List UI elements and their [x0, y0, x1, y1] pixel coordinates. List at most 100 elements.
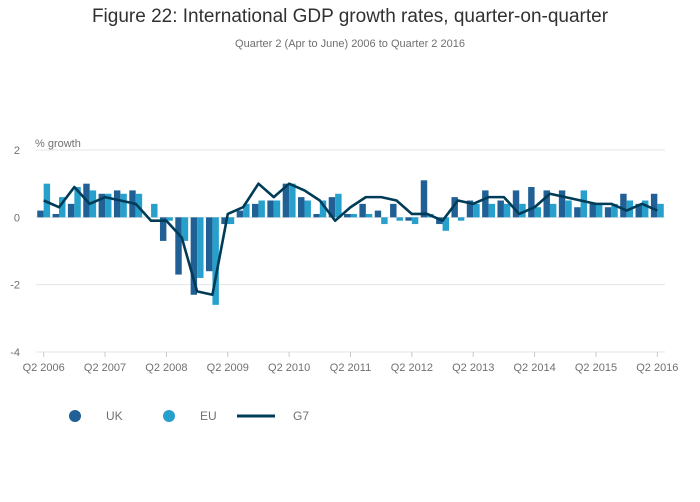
x-tick-label: Q2 2009 [207, 362, 249, 374]
bar-uk [650, 193, 658, 218]
bar-uk [37, 210, 44, 218]
bar-uk [589, 203, 596, 218]
y-tick-label: 0 [14, 212, 20, 224]
y-tick-label: -4 [10, 347, 20, 359]
bar-eu [641, 200, 649, 218]
bar-eu [243, 203, 250, 218]
bar-eu [273, 200, 281, 218]
y-tick-label: 2 [14, 145, 20, 157]
bar-uk [328, 197, 336, 218]
chart-subtitle: Quarter 2 (Apr to June) 2006 to Quarter … [235, 38, 465, 50]
bar-eu [105, 193, 112, 218]
x-tick-label: Q2 2014 [513, 362, 555, 374]
bar-uk [175, 217, 182, 275]
bar-uk [267, 200, 274, 218]
bar-eu [166, 217, 173, 221]
bars [37, 180, 664, 305]
legend-item-uk[interactable]: UK [69, 409, 123, 423]
bar-eu [258, 200, 265, 218]
bar-uk [221, 217, 228, 225]
bar-eu [473, 203, 480, 218]
bar-uk [420, 180, 428, 218]
legend-eu-marker [163, 410, 175, 422]
bar-uk [374, 210, 382, 218]
bar-uk [466, 200, 474, 218]
x-tick-label: Q2 2010 [268, 362, 310, 374]
bar-eu [595, 203, 603, 218]
y-axis-label: % growth [35, 138, 81, 150]
bar-uk [574, 207, 581, 218]
bar-eu [442, 217, 449, 231]
legend-uk-label: UK [106, 409, 123, 423]
bar-eu [503, 203, 511, 218]
bar-eu [74, 187, 81, 218]
bar-eu [565, 200, 572, 218]
bar-eu [381, 217, 388, 225]
bar-uk [635, 203, 642, 218]
bar-eu [396, 217, 403, 221]
chart-title: Figure 22: International GDP growth rate… [91, 6, 609, 27]
bar-eu [335, 193, 342, 218]
bar-eu [365, 213, 373, 218]
bar-uk [390, 203, 397, 218]
bar-uk [604, 207, 612, 218]
x-tick-label: Q2 2015 [575, 362, 617, 374]
bar-eu [120, 193, 127, 218]
bar-uk [205, 217, 213, 272]
bar-eu [611, 203, 618, 218]
bar-eu [319, 200, 327, 218]
grid-lines [36, 149, 665, 353]
bar-uk [497, 200, 504, 218]
bar-eu [59, 197, 66, 218]
x-tick-label: Q2 2013 [452, 362, 494, 374]
bar-uk [528, 187, 535, 218]
x-tick-label: Q2 2006 [23, 362, 65, 374]
bar-uk [298, 197, 305, 218]
x-tick-label: Q2 2016 [636, 362, 678, 374]
g7-line [43, 182, 658, 297]
legend-uk-marker [69, 410, 81, 422]
bar-uk [359, 203, 366, 218]
legend-item-eu[interactable]: EU [163, 409, 217, 423]
bar-uk [282, 183, 290, 218]
bar-uk [313, 213, 320, 218]
bar-eu [197, 217, 204, 278]
bar-eu [549, 203, 557, 218]
g7-line-layer [43, 182, 658, 297]
bar-uk [620, 193, 627, 218]
bar-uk [67, 203, 75, 218]
bar-eu [212, 217, 219, 305]
bar-eu [151, 203, 158, 218]
bar-eu [181, 217, 189, 241]
x-tick-label: Q2 2007 [84, 362, 126, 374]
bar-eu [457, 217, 465, 221]
bar-eu [534, 207, 542, 218]
x-tick-label: Q2 2008 [145, 362, 187, 374]
bar-eu [519, 203, 526, 218]
bar-uk [52, 213, 60, 218]
x-axis: Q2 2006 Q2 2007 Q2 2008 Q2 2009 Q2 2010 Q2 20… [23, 351, 678, 374]
bar-eu [411, 217, 419, 225]
bar-eu [657, 203, 664, 218]
bar-uk [113, 190, 121, 218]
bar-uk [344, 213, 351, 218]
bar-uk [98, 193, 106, 218]
legend-eu-label: EU [200, 409, 217, 423]
bar-uk [405, 217, 412, 221]
y-tick-label: -2 [10, 280, 20, 292]
legend-item-g7[interactable]: G7 [237, 409, 309, 423]
bar-eu [488, 203, 496, 218]
legend: UK EU G7 [69, 409, 309, 423]
bar-uk [159, 217, 167, 241]
bar-uk [512, 190, 520, 218]
x-tick-label: Q2 2012 [391, 362, 433, 374]
bar-eu [580, 190, 588, 218]
bar-uk [558, 190, 566, 218]
bar-uk [482, 190, 489, 218]
bar-uk [543, 190, 550, 218]
bar-uk [252, 203, 259, 218]
bar-uk [236, 210, 244, 218]
bar-uk [190, 217, 198, 295]
bar-eu [227, 217, 235, 225]
